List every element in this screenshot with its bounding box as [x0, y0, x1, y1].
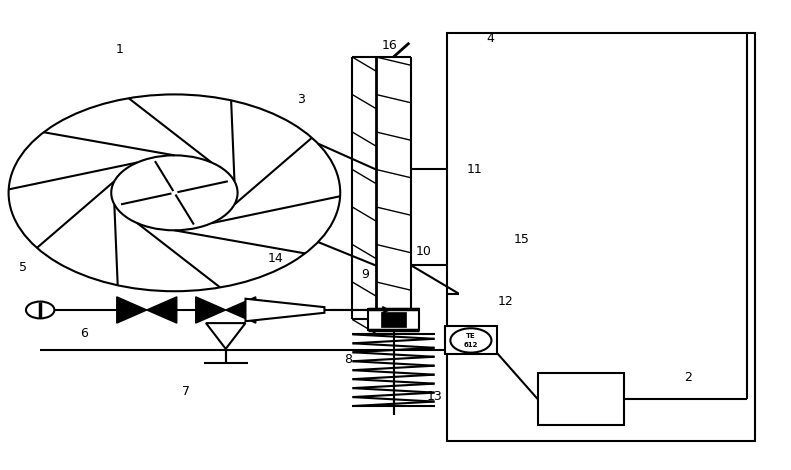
Text: 12: 12 — [498, 295, 514, 308]
Text: 1: 1 — [115, 43, 123, 56]
Bar — [381, 312, 406, 327]
Polygon shape — [206, 323, 245, 349]
Polygon shape — [245, 299, 324, 321]
Text: 612: 612 — [464, 342, 478, 348]
Polygon shape — [225, 297, 255, 323]
Bar — [445, 326, 497, 354]
Bar — [538, 373, 624, 425]
Text: 11: 11 — [467, 163, 483, 176]
Text: 8: 8 — [344, 352, 352, 366]
Text: 15: 15 — [514, 233, 530, 246]
Text: 9: 9 — [361, 268, 369, 282]
Polygon shape — [195, 297, 225, 323]
Text: 16: 16 — [381, 39, 397, 52]
Bar — [369, 309, 418, 329]
Text: TE: TE — [466, 333, 475, 339]
Text: 5: 5 — [19, 261, 27, 274]
Polygon shape — [117, 297, 147, 323]
Text: 13: 13 — [427, 390, 443, 403]
Polygon shape — [147, 297, 176, 323]
Bar — [447, 33, 755, 441]
Text: 6: 6 — [80, 327, 88, 340]
Text: 14: 14 — [267, 252, 283, 265]
Text: 10: 10 — [415, 245, 431, 258]
Circle shape — [26, 302, 55, 318]
Text: 3: 3 — [297, 93, 305, 106]
Text: 2: 2 — [683, 371, 691, 384]
Text: 4: 4 — [486, 31, 494, 45]
Text: 7: 7 — [182, 385, 191, 399]
